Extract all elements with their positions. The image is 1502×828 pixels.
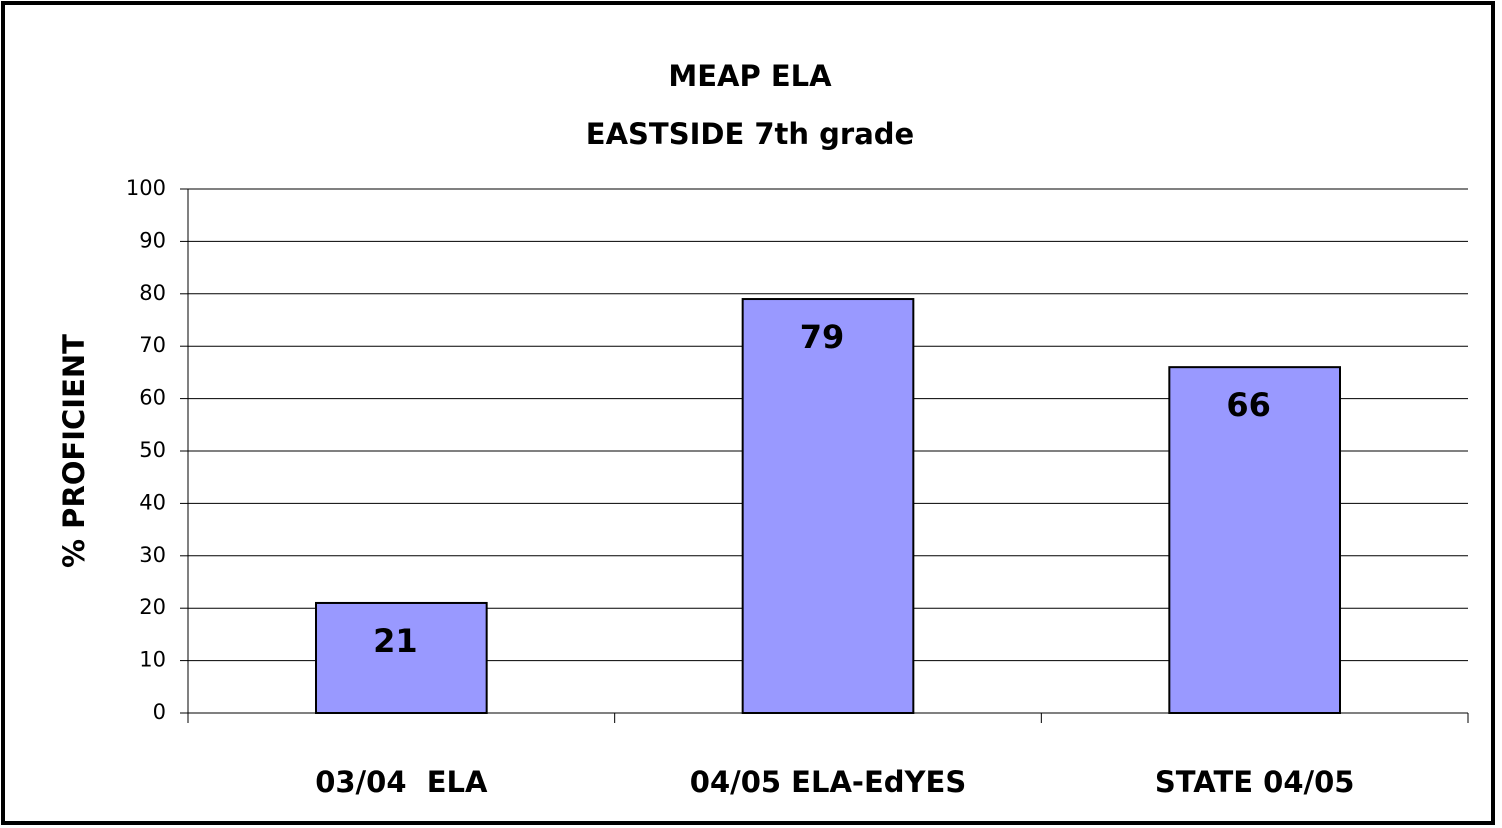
- x-tick-label: STATE 04/05: [1155, 765, 1355, 799]
- y-tick-label: 40: [139, 490, 166, 514]
- y-tick-label: 0: [153, 700, 166, 724]
- chart-subtitle: EASTSIDE 7th grade: [586, 117, 914, 151]
- x-tick-label: 04/05 ELA-EdYES: [690, 765, 966, 799]
- value-label: 66: [1226, 386, 1271, 424]
- y-tick-label: 10: [139, 648, 166, 672]
- x-tick-label: 03/04 ELA: [315, 765, 488, 799]
- y-tick-label: 50: [139, 438, 166, 462]
- chart-title: MEAP ELA: [668, 59, 832, 93]
- bar: [1168, 366, 1342, 714]
- y-tick-label: 20: [139, 595, 166, 619]
- bar: [315, 601, 488, 715]
- y-axis-label: % PROFICIENT: [57, 334, 91, 568]
- y-tick-label: 90: [139, 228, 166, 252]
- bar: [741, 298, 915, 714]
- y-tick-label: 80: [139, 281, 166, 305]
- y-tick-label: 100: [126, 176, 166, 200]
- y-tick-label: 60: [139, 386, 166, 410]
- y-tick-label: 70: [139, 333, 166, 357]
- y-tick-label: 30: [139, 543, 166, 567]
- value-label: 79: [800, 318, 845, 356]
- value-label: 21: [373, 622, 418, 660]
